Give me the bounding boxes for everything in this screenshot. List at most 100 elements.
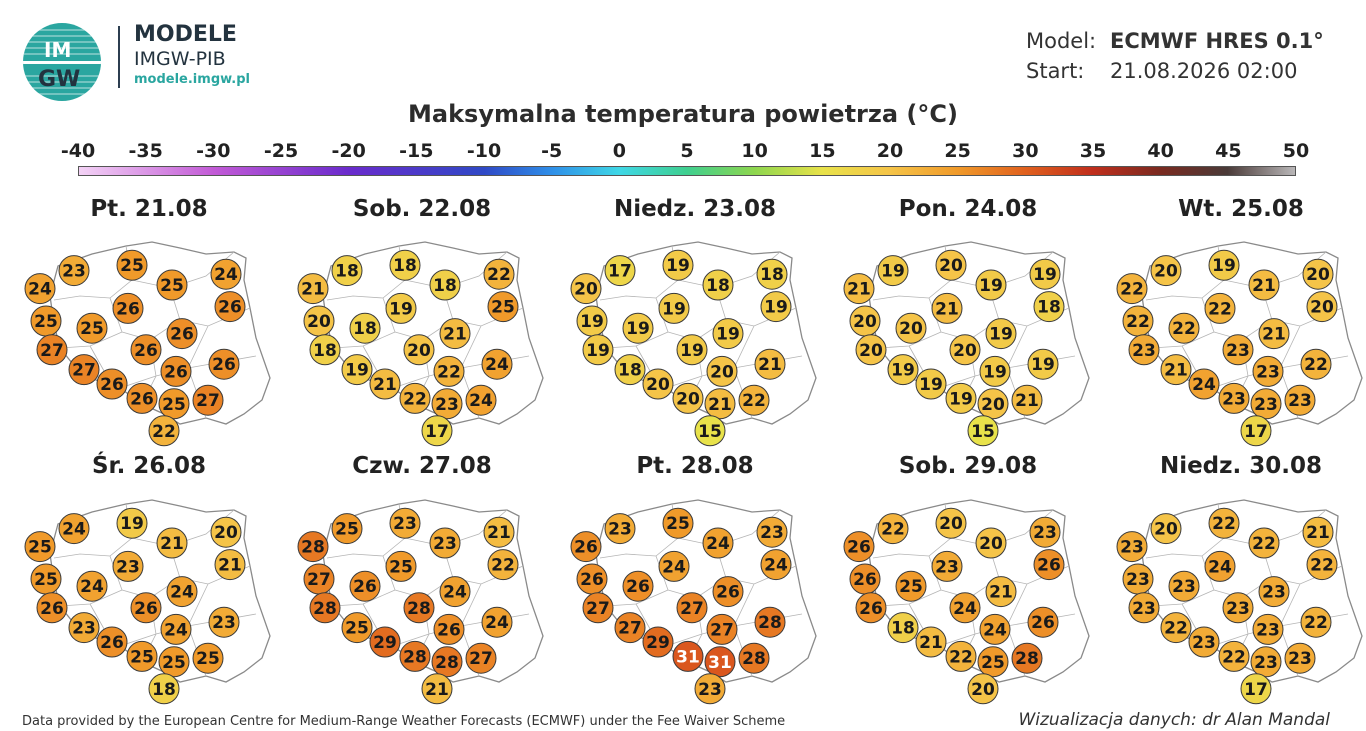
temp-value: 15 [971, 422, 995, 442]
page-title: Maksymalna temperatura powietrza (°C) [408, 100, 958, 128]
temp-marker: 19 [676, 334, 708, 366]
temp-value: 19 [586, 341, 610, 361]
temp-circle [694, 415, 726, 447]
brand-url[interactable]: modele.imgw.pl [134, 72, 250, 87]
scale-tick-label: 40 [1147, 140, 1174, 162]
temp-marker: 20 [977, 388, 1009, 420]
temp-circle [662, 249, 694, 281]
temp-marker: 23 [431, 388, 463, 420]
temp-marker: 25 [895, 570, 927, 602]
temp-circle [160, 355, 192, 387]
temp-value: 26 [580, 570, 604, 590]
temp-marker: 29 [642, 626, 674, 658]
temp-value: 19 [580, 312, 604, 332]
temp-marker: 23 [58, 255, 90, 287]
temp-marker: 28 [399, 640, 431, 672]
temp-value: 26 [574, 538, 598, 558]
scale-tick-label: -30 [196, 140, 231, 162]
temp-marker: 17 [421, 415, 453, 447]
temp-marker: 25 [977, 646, 1009, 678]
temp-marker: 25 [126, 640, 158, 672]
temp-value: 21 [1262, 325, 1286, 345]
temp-marker: 24 [481, 606, 513, 638]
temp-value: 19 [389, 299, 413, 319]
temp-value: 23 [1254, 395, 1278, 415]
temp-value: 22 [1310, 556, 1334, 576]
temp-circle [331, 255, 363, 287]
temp-circle [1128, 334, 1160, 366]
temp-value: 23 [116, 557, 140, 577]
temp-marker: 21 [754, 348, 786, 380]
temp-circle [754, 606, 786, 638]
temp-value: 23 [760, 523, 784, 543]
temp-circle [309, 592, 341, 624]
temp-value: 24 [485, 613, 509, 633]
temp-marker: 17 [1240, 415, 1272, 447]
temp-value: 19 [989, 325, 1013, 345]
temp-marker: 27 [36, 334, 68, 366]
temp-marker: 22 [1306, 549, 1338, 581]
temp-value: 24 [443, 583, 467, 603]
temp-value: 22 [1208, 299, 1232, 319]
temp-circle [614, 354, 646, 386]
temp-value: 20 [646, 375, 670, 395]
temp-value: 20 [307, 312, 331, 332]
temp-marker: 22 [1160, 612, 1192, 644]
temp-circle [756, 258, 788, 290]
temp-circle [58, 255, 90, 287]
temp-circle [1248, 527, 1280, 559]
temp-circle [487, 291, 519, 323]
temp-value: 25 [120, 256, 144, 276]
temp-circle [331, 513, 363, 545]
temp-value: 23 [935, 557, 959, 577]
temp-marker: 25 [487, 291, 519, 323]
temp-circle [622, 570, 654, 602]
temp-circle [214, 291, 246, 323]
temp-value: 19 [949, 389, 973, 409]
temp-circle [1116, 531, 1148, 563]
temp-value: 20 [981, 395, 1005, 415]
temp-value: 22 [1212, 514, 1236, 534]
temp-marker: 26 [96, 626, 128, 658]
temp-value: 17 [1244, 680, 1268, 700]
temp-marker: 19 [887, 354, 919, 386]
temp-marker: 19 [341, 354, 373, 386]
temp-value: 20 [859, 341, 883, 361]
temp-marker: 24 [760, 549, 792, 581]
temp-marker: 22 [433, 355, 465, 387]
temp-value: 20 [953, 341, 977, 361]
temp-marker: 26 [570, 531, 602, 563]
temp-circle [399, 640, 431, 672]
temp-circle [1027, 606, 1059, 638]
temp-value: 23 [1226, 599, 1250, 619]
temp-marker: 24 [1188, 368, 1220, 400]
temp-circle [481, 348, 513, 380]
temp-circle [349, 312, 381, 344]
temp-circle [208, 606, 240, 638]
temp-marker: 24 [210, 258, 242, 290]
temp-marker: 20 [672, 382, 704, 414]
temp-circle [369, 368, 401, 400]
temp-value: 27 [586, 599, 610, 619]
temp-circle [68, 354, 100, 386]
day-title: Pon. 24.08 [898, 196, 1038, 222]
temp-circle [706, 355, 738, 387]
temp-marker: 18 [614, 354, 646, 386]
temp-value: 29 [373, 633, 397, 653]
temp-marker: 24 [949, 592, 981, 624]
temp-value: 26 [847, 538, 871, 558]
temp-marker: 26 [166, 318, 198, 350]
temp-circle [403, 334, 435, 366]
day-title: Śr. 26.08 [91, 453, 207, 479]
temp-marker: 23 [1222, 334, 1254, 366]
temp-marker: 24 [979, 613, 1011, 645]
temp-marker: 24 [58, 513, 90, 545]
temp-value: 24 [983, 620, 1007, 640]
temp-circle [931, 292, 963, 324]
temp-value: 20 [676, 389, 700, 409]
temp-marker: 26 [112, 292, 144, 324]
temp-marker: 25 [30, 305, 62, 337]
temp-value: 26 [170, 325, 194, 345]
